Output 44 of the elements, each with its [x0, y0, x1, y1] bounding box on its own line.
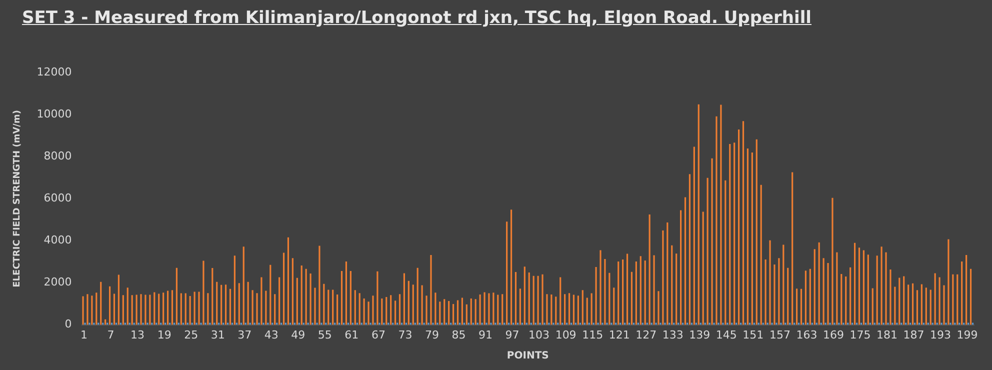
x-tick-label: 55: [318, 328, 332, 342]
x-tick-label: 175: [850, 328, 871, 342]
x-tick-label: 157: [769, 328, 790, 342]
x-tick-label: 19: [157, 328, 172, 342]
x-tick-label: 187: [903, 328, 924, 342]
x-tick-label: 133: [662, 328, 684, 342]
y-tick-label: 8000: [44, 150, 72, 163]
x-tick-label: 85: [452, 328, 466, 342]
x-tick-label: 193: [930, 328, 952, 342]
x-tick-label: 61: [344, 328, 359, 342]
x-tick-label: 109: [555, 328, 576, 342]
y-axis-title: ELECTRIC FIELD STRENGTH (mV/m): [12, 110, 23, 288]
y-tick-label: 4000: [44, 234, 72, 247]
x-tick-label: 13: [130, 328, 145, 342]
x-tick-label: 199: [956, 328, 978, 342]
x-tick-label: 145: [716, 328, 737, 342]
x-tick-label: 163: [796, 328, 818, 342]
x-tick-label: 49: [291, 328, 306, 342]
x-tick-label: 1: [80, 328, 88, 342]
y-tick-label: 6000: [44, 192, 72, 205]
x-tick-label: 37: [238, 328, 252, 342]
x-tick-label: 31: [210, 328, 225, 342]
x-tick-label: 103: [528, 328, 550, 342]
x-tick-label: 97: [505, 328, 520, 342]
chart-title: SET 3 - Measured from Kilimanjaro/Longonot rd jxn, TSC hq, Elgon Road. Upperhill: [22, 8, 812, 28]
x-tick-label: 7: [107, 328, 114, 342]
x-tick-label: 127: [636, 328, 657, 342]
x-tick-label: 91: [478, 328, 493, 342]
y-tick-label: 0: [64, 318, 72, 331]
x-tick-label: 25: [184, 328, 198, 342]
x-tick-label: 79: [424, 328, 439, 342]
x-tick-label: 139: [689, 328, 710, 342]
x-tick-label: 73: [398, 328, 412, 342]
x-tick-label: 115: [582, 328, 604, 342]
x-tick-label: 181: [876, 328, 898, 342]
x-tick-label: 67: [371, 328, 386, 342]
x-tick-label: 151: [742, 328, 764, 342]
y-tick-label: 12000: [36, 65, 72, 78]
x-tick-label: 43: [264, 328, 278, 342]
x-tick-label: 121: [608, 328, 630, 342]
y-tick-label: 2000: [44, 276, 72, 289]
x-tick-label: 169: [822, 328, 844, 342]
y-tick-label: 10000: [36, 107, 72, 120]
x-axis-title: POINTS: [506, 350, 549, 362]
